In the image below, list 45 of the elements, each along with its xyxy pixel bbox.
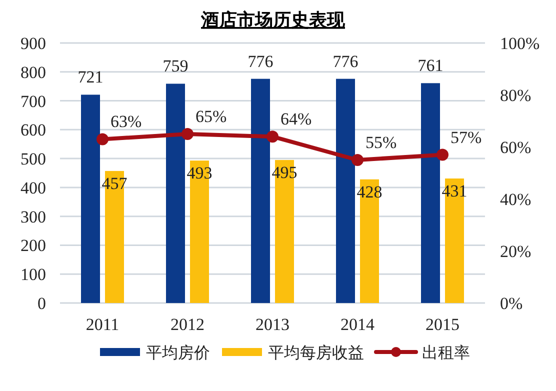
point	[352, 154, 364, 166]
legend-label: 平均每房收益	[268, 344, 364, 362]
y-tick-label: 300	[20, 207, 46, 226]
data-label: 65%	[196, 107, 227, 126]
x-tick-label: 2015	[426, 315, 460, 334]
data-label: 55%	[366, 133, 397, 152]
chart-title: 酒店市场历史表现	[200, 10, 346, 30]
y2-tick-label: 100%	[500, 34, 540, 53]
y-tick-label: 200	[20, 236, 46, 256]
y-tick-label: 400	[20, 178, 46, 198]
y-tick-label: 500	[20, 150, 46, 169]
bar	[336, 78, 355, 303]
bar	[251, 78, 270, 303]
y2-tick-label: 40%	[500, 190, 532, 209]
y2-tick-label: 0%	[500, 294, 523, 313]
data-label: 721	[78, 68, 104, 87]
legend-label: 出租率	[422, 344, 470, 362]
y-tick-label: 100	[20, 265, 46, 284]
y-tick-label: 700	[20, 92, 46, 111]
point	[96, 133, 108, 146]
x-tick-label: 2012	[170, 315, 204, 334]
y-tick-label: 600	[20, 120, 46, 140]
data-label: 64%	[280, 110, 312, 129]
data-label: 761	[418, 56, 444, 76]
data-label: 57%	[450, 128, 482, 147]
y2-tick-label: 60%	[500, 138, 532, 157]
y2-tick-label: 20%	[500, 242, 532, 261]
x-tick-label: 2013	[256, 315, 290, 334]
point	[436, 148, 448, 161]
x-tick-label: 2011	[86, 315, 120, 334]
data-label: 776	[248, 52, 274, 71]
legend-label: 平均房价	[146, 344, 210, 362]
point	[182, 128, 194, 140]
x-tick-label: 2014	[340, 315, 375, 334]
bar	[166, 84, 185, 303]
data-label: 759	[162, 56, 188, 76]
bar	[81, 94, 100, 303]
y-tick-label: 900	[20, 34, 46, 53]
y-tick-label: 800	[20, 62, 46, 82]
y2-tick-label: 80%	[500, 86, 532, 105]
y-tick-label: 0	[38, 294, 46, 313]
data-label: 63%	[110, 112, 142, 132]
data-label: 776	[332, 52, 358, 71]
point	[266, 130, 278, 143]
bar	[421, 83, 440, 303]
